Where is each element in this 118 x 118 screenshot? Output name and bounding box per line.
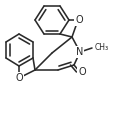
Text: O: O — [75, 15, 83, 25]
Text: N: N — [76, 47, 84, 57]
Text: O: O — [15, 73, 23, 83]
Text: CH₃: CH₃ — [95, 42, 109, 51]
Text: O: O — [78, 67, 86, 77]
